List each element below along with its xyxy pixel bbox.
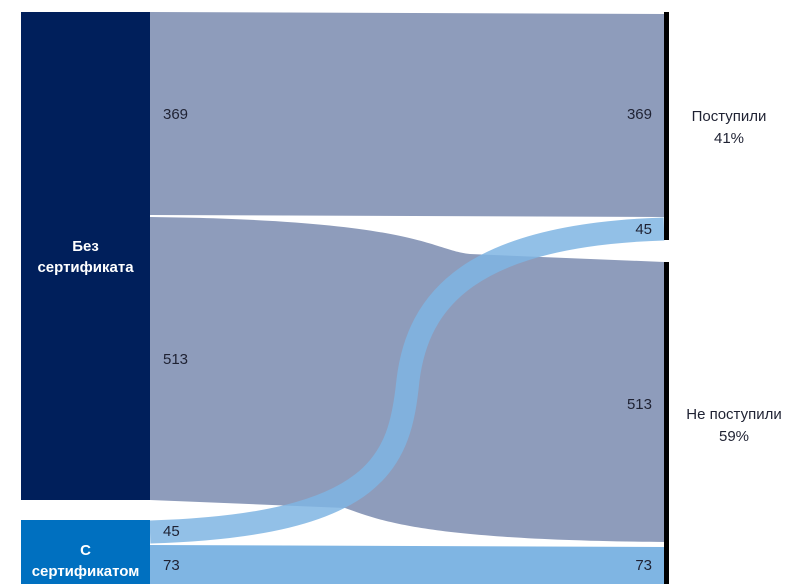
target-bar-not-admitted — [664, 262, 669, 584]
flow-with-cert-not-admitted — [150, 545, 664, 584]
flow-value-left-73: 73 — [163, 557, 180, 574]
source-label-no-certificate: Без сертификата — [37, 238, 134, 276]
target-bar-admitted — [664, 12, 669, 240]
flow-value-right-369: 369 — [626, 106, 652, 123]
target-label-not-admitted: Не поступили 59% — [686, 406, 782, 445]
flow-no-cert-admitted — [150, 12, 664, 217]
flow-value-right-73: 73 — [635, 557, 652, 574]
flow-value-right-45: 45 — [635, 221, 652, 238]
flow-value-left-45: 45 — [163, 523, 180, 540]
flow-value-left-369: 369 — [163, 106, 189, 123]
source-node-with-certificate — [21, 520, 150, 584]
flow-value-left-513: 513 — [163, 351, 189, 368]
source-node-no-certificate — [21, 12, 150, 500]
flow-with-cert-admitted — [149, 217, 665, 544]
flow-value-right-513: 513 — [626, 396, 652, 413]
target-label-admitted: Поступили 41% — [691, 108, 767, 147]
source-label-with-certificate: С сертификатом — [31, 542, 140, 580]
